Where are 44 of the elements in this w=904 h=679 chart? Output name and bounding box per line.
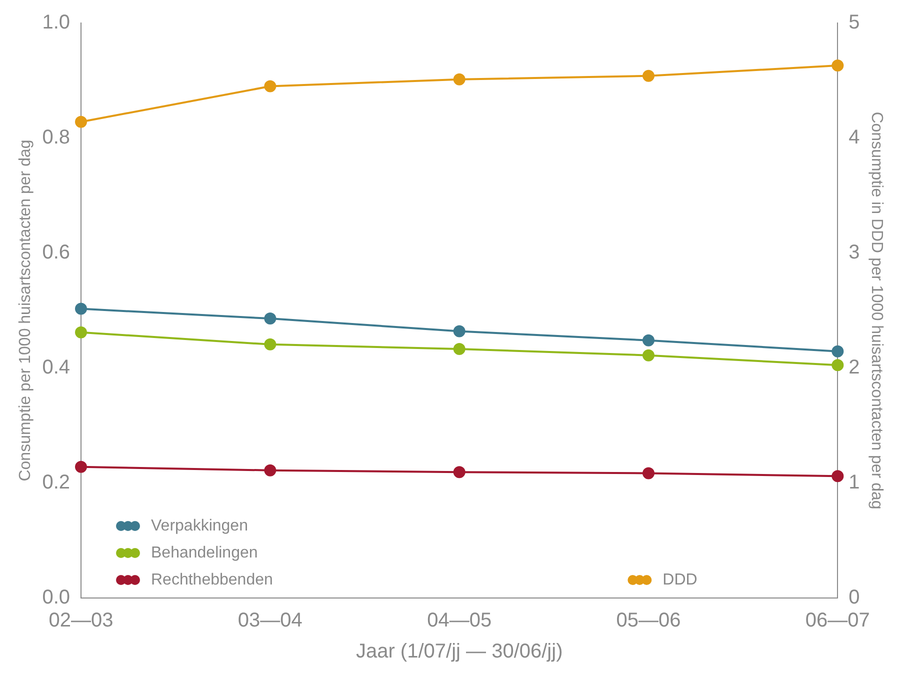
x-tick-label: 02—03 <box>48 610 114 632</box>
y2-tick-label: 5 <box>848 12 860 34</box>
point <box>75 302 88 315</box>
point <box>453 466 466 478</box>
x-tick-label: 05—06 <box>616 610 681 632</box>
point <box>75 116 88 128</box>
point <box>264 464 276 476</box>
point <box>832 345 844 358</box>
point <box>75 326 88 338</box>
point <box>264 312 276 325</box>
point <box>264 80 276 92</box>
point <box>642 334 655 346</box>
point <box>642 70 655 82</box>
y2-tick-label: 4 <box>848 126 860 149</box>
y-tick-label: 0.6 <box>42 242 70 264</box>
point <box>453 325 466 338</box>
legend-label: Rechthebbenden <box>151 571 273 588</box>
y2-tick-label: 0 <box>848 586 860 609</box>
y2-tick-label: 3 <box>848 242 860 264</box>
y-tick-label: 0.2 <box>42 472 70 494</box>
x-tick-label: 03—04 <box>238 610 302 632</box>
y2-tick-label: 2 <box>848 356 860 379</box>
point <box>832 470 844 482</box>
point <box>453 343 466 356</box>
y2-tick-label: 1 <box>848 472 860 494</box>
point <box>264 338 276 350</box>
point <box>642 349 655 362</box>
point <box>75 460 88 473</box>
y-tick-label: 1.0 <box>42 12 70 34</box>
point <box>832 60 844 72</box>
legend-label: Behandelingen <box>151 544 258 562</box>
legend-label: DDD <box>662 571 698 588</box>
point <box>453 73 466 86</box>
point <box>832 359 844 372</box>
point <box>642 467 655 480</box>
y-tick-label: 0.0 <box>42 586 70 609</box>
x-tick-label: 06—07 <box>805 610 870 632</box>
y-tick-label: 0.4 <box>42 356 70 379</box>
x-tick-label: 04—05 <box>427 610 492 632</box>
x-axis-title: Jaar (1/07/jj — 30/06/jj) <box>356 640 563 663</box>
y2-axis-title: Consumptie in DDD per 1000 huisartscontacten per dag <box>868 112 885 510</box>
y-tick-label: 0.8 <box>42 126 70 149</box>
legend-label: Verpakkingen <box>151 517 248 534</box>
y-axis-title: Consumptie per 1000 huisartscontacten per dag <box>17 140 34 482</box>
